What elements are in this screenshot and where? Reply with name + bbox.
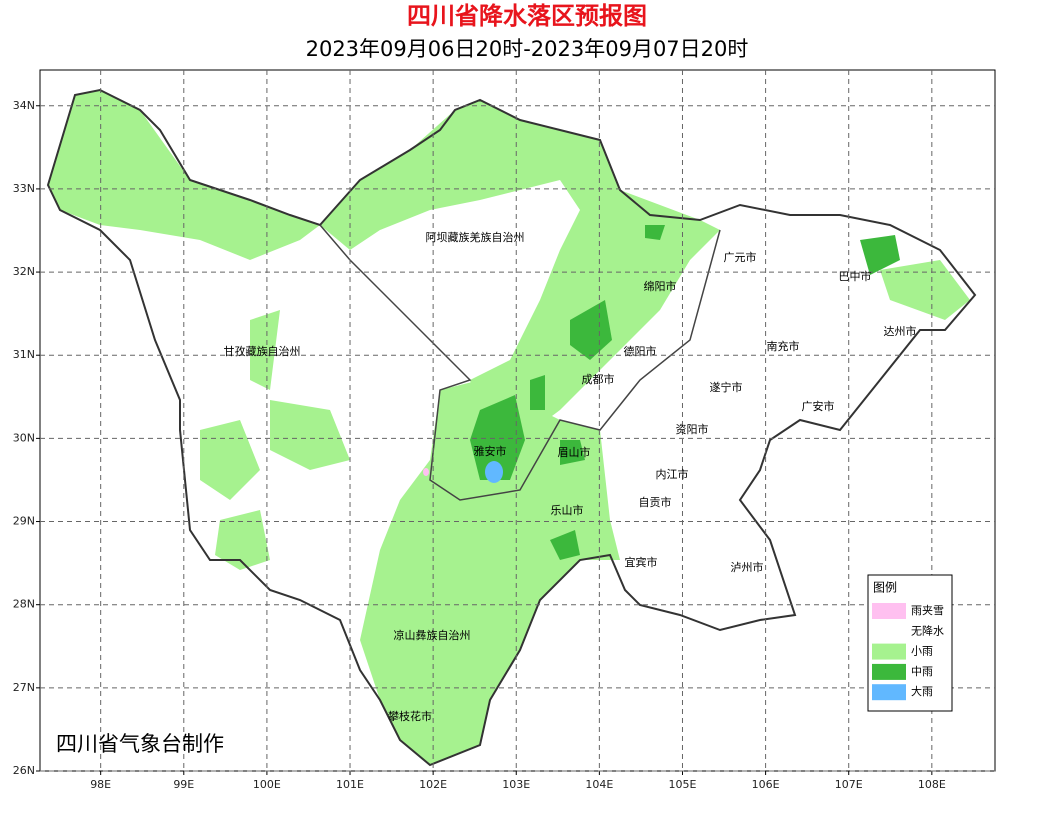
y-tick-label: 33N bbox=[13, 182, 35, 195]
city-label: 甘孜藏族自治州 bbox=[224, 344, 301, 358]
legend-swatch bbox=[872, 603, 906, 619]
city-label: 广安市 bbox=[802, 399, 835, 413]
y-tick-label: 28N bbox=[13, 598, 35, 611]
city-label: 自贡市 bbox=[639, 495, 672, 509]
moderate-rain-area bbox=[560, 440, 585, 465]
x-tick-label: 103E bbox=[502, 778, 530, 791]
x-tick-label: 108E bbox=[918, 778, 946, 791]
x-tick-label: 104E bbox=[585, 778, 613, 791]
city-label: 资阳市 bbox=[676, 422, 709, 436]
city-label: 绵阳市 bbox=[644, 279, 677, 293]
city-label: 内江市 bbox=[656, 467, 689, 481]
legend-label: 小雨 bbox=[911, 645, 933, 658]
x-tick-label: 106E bbox=[752, 778, 780, 791]
legend-swatch bbox=[872, 663, 906, 680]
legend-label: 无降水 bbox=[911, 623, 944, 637]
legend-swatch bbox=[872, 643, 906, 660]
light-rain-area bbox=[320, 100, 720, 440]
moderate-rain-area bbox=[570, 300, 612, 360]
x-tick-label: 100E bbox=[253, 778, 281, 791]
city-label: 巴中市 bbox=[839, 269, 872, 283]
y-tick-label: 32N bbox=[13, 265, 35, 278]
legend-label: 雨夹雪 bbox=[911, 604, 944, 617]
prefecture-boundary bbox=[319, 224, 721, 501]
y-tick-label: 26N bbox=[13, 764, 35, 777]
moderate-rain-area bbox=[860, 235, 900, 275]
y-tick-label: 30N bbox=[13, 431, 35, 444]
legend-label: 中雨 bbox=[911, 665, 933, 678]
x-tick-label: 99E bbox=[173, 778, 194, 791]
light-rain-area bbox=[880, 260, 970, 320]
city-label: 广元市 bbox=[724, 250, 757, 264]
city-label: 眉山市 bbox=[558, 445, 591, 459]
legend-label: 大雨 bbox=[911, 684, 933, 698]
y-tick-label: 34N bbox=[13, 99, 35, 112]
sleet-area bbox=[423, 468, 429, 476]
moderate-rain-area bbox=[645, 225, 665, 240]
moderate-rain-area bbox=[550, 530, 580, 560]
city-label: 成都市 bbox=[582, 372, 615, 386]
province-outline bbox=[46, 88, 977, 767]
rain-areas bbox=[46, 88, 977, 767]
x-tick-label: 105E bbox=[669, 778, 697, 791]
heavy-rain-area bbox=[485, 461, 503, 483]
legend-title: 图例 bbox=[873, 581, 897, 595]
legend-swatch bbox=[872, 684, 906, 701]
light-rain-area bbox=[270, 400, 350, 470]
x-tick-label: 98E bbox=[90, 778, 111, 791]
credit: 四川省气象台制作 bbox=[56, 732, 224, 756]
light-rain-area bbox=[200, 420, 260, 500]
subtitle: 2023年09月06日20时-2023年09月07日20时 bbox=[306, 37, 749, 61]
city-label: 雅安市 bbox=[474, 444, 507, 458]
y-tick-label: 27N bbox=[13, 681, 35, 694]
moderate-rain-area bbox=[470, 395, 525, 480]
city-label: 遂宁市 bbox=[710, 380, 743, 394]
light-rain-area bbox=[48, 90, 320, 260]
x-tick-label: 107E bbox=[835, 778, 863, 791]
light-rain-area bbox=[215, 510, 270, 570]
city-label: 达州市 bbox=[884, 324, 917, 338]
city-label: 攀枝花市 bbox=[388, 709, 432, 723]
moderate-rain-area bbox=[530, 375, 545, 410]
x-tick-label: 101E bbox=[336, 778, 364, 791]
light-rain-area bbox=[360, 380, 620, 765]
city-label: 阿坝藏族羌族自治州 bbox=[426, 230, 525, 244]
x-tick-label: 102E bbox=[419, 778, 447, 791]
light-rain-area bbox=[250, 310, 280, 390]
city-label: 凉山彝族自治州 bbox=[394, 628, 471, 642]
title: 四川省降水落区预报图 bbox=[407, 2, 647, 30]
city-label: 宜宾市 bbox=[625, 555, 658, 569]
city-label: 南充市 bbox=[767, 339, 800, 353]
y-tick-label: 29N bbox=[13, 515, 35, 528]
y-tick-label: 31N bbox=[13, 348, 35, 361]
city-label: 泸州市 bbox=[731, 560, 764, 574]
city-label: 德阳市 bbox=[624, 344, 657, 358]
legend-swatch bbox=[872, 623, 906, 640]
city-label: 乐山市 bbox=[551, 503, 584, 517]
